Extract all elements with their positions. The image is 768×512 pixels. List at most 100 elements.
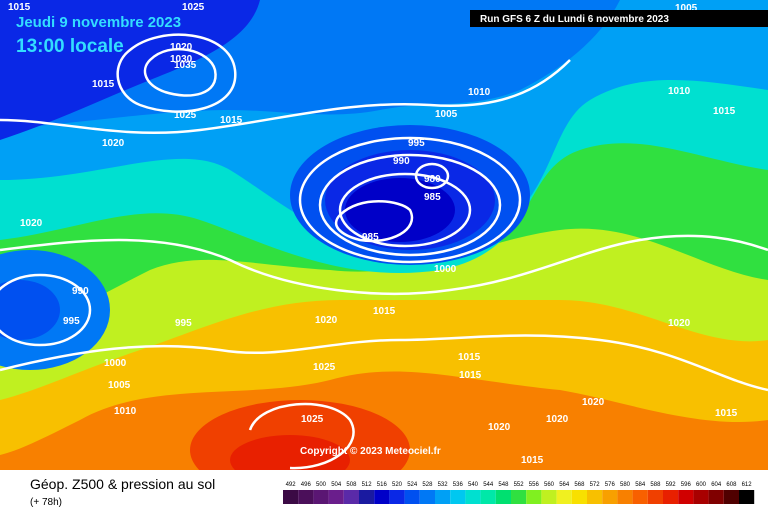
legend-swatch <box>435 490 451 504</box>
legend-swatch <box>587 490 603 504</box>
legend-swatch <box>708 490 724 504</box>
isobars <box>0 33 768 470</box>
isobar <box>248 402 355 470</box>
isobar-label: 1020 <box>170 42 193 53</box>
isobar-label: 1035 <box>174 60 197 71</box>
legend-swatch <box>283 490 299 504</box>
isobar-label: 1020 <box>582 397 605 408</box>
legend-label: 600 <box>696 482 707 488</box>
legend-label: 584 <box>635 482 646 488</box>
isobar-label: 1015 <box>459 370 482 381</box>
isobar-label: 1020 <box>315 315 338 326</box>
isobar-label: 990 <box>72 286 89 297</box>
isobar-label: 1015 <box>715 408 738 419</box>
isobar-label: 980 <box>424 174 441 185</box>
legend-swatch <box>723 490 739 504</box>
isobar-label: 1010 <box>468 87 491 98</box>
legend-label: 540 <box>468 482 479 488</box>
map-field <box>0 0 768 500</box>
legend-swatch <box>693 490 709 504</box>
legend-swatch <box>419 490 435 504</box>
isobar <box>414 162 450 190</box>
isobar <box>0 334 768 392</box>
time: 13:00 locale <box>16 36 124 57</box>
legend-swatch <box>602 490 618 504</box>
isobar-label: 1005 <box>675 3 698 14</box>
legend-label: 612 <box>742 482 753 488</box>
isobar <box>334 200 414 243</box>
legend-label: 564 <box>559 482 570 488</box>
run-info: Run GFS 6 Z du Lundi 6 novembre 2023 <box>480 14 669 25</box>
legend-swatch <box>495 490 511 504</box>
legend-label: 544 <box>483 482 494 488</box>
isobar <box>143 47 217 97</box>
legend-swatch <box>298 490 314 504</box>
color-legend: 492 496 500 504 508 512 516 520 524 528 532 536 540 5… <box>283 482 755 504</box>
isobar <box>116 33 237 113</box>
isobar-label: 1015 <box>713 106 736 117</box>
legend-swatch <box>663 490 679 504</box>
isobar-label: 1025 <box>301 414 324 425</box>
legend-swatch <box>632 490 648 504</box>
isobar-label: 1020 <box>102 138 125 149</box>
legend-label: 568 <box>574 482 585 488</box>
legend-label: 496 <box>301 482 312 488</box>
isobar-label: 1010 <box>668 86 691 97</box>
isobar-label: 1030 <box>170 54 193 65</box>
legend-label: 580 <box>620 482 631 488</box>
legend-label: 516 <box>377 482 388 488</box>
legend-swatch <box>343 490 359 504</box>
isobar-label: 1000 <box>104 358 127 369</box>
isobar-label: 1005 <box>108 380 131 391</box>
legend-swatch <box>450 490 466 504</box>
legend-label: 512 <box>362 482 373 488</box>
isobar-label: 1020 <box>20 218 43 229</box>
isobar-label: 1025 <box>182 2 205 13</box>
low-core <box>345 178 455 242</box>
legend-label: 524 <box>407 482 418 488</box>
legend-label: 572 <box>590 482 601 488</box>
isobar <box>0 234 768 295</box>
legend-label: 492 <box>286 482 297 488</box>
legend-swatch <box>313 490 329 504</box>
isobar <box>298 136 522 264</box>
isobar-label: 985 <box>362 232 379 243</box>
legend-label: 604 <box>711 482 722 488</box>
isobar <box>0 273 92 347</box>
run-box <box>470 10 768 27</box>
isobar <box>338 172 472 248</box>
legend-label: 500 <box>316 482 327 488</box>
legend-swatch <box>359 490 375 504</box>
legend-swatch <box>541 490 557 504</box>
isobar-label: 1015 <box>92 79 115 90</box>
footer-lead: (+ 78h) <box>30 497 62 508</box>
legend-swatch <box>328 490 344 504</box>
isobar-label: 1015 <box>8 2 31 13</box>
legend-swatch <box>526 490 542 504</box>
legend-label: 548 <box>498 482 509 488</box>
legend-label: 528 <box>422 482 433 488</box>
legend-label: 588 <box>650 482 661 488</box>
isobar-label: 995 <box>175 318 192 329</box>
legend-label: 576 <box>605 482 616 488</box>
legend-swatch <box>404 490 420 504</box>
isobar-label: 1025 <box>174 110 197 121</box>
legend-swatch <box>739 490 755 504</box>
isobar <box>318 153 502 257</box>
isobar-label: 1000 <box>434 264 457 275</box>
legend-label: 560 <box>544 482 555 488</box>
isobar-label: 1005 <box>435 109 458 120</box>
legend-label: 520 <box>392 482 403 488</box>
legend-label: 592 <box>666 482 677 488</box>
isobar-label: 1020 <box>668 318 691 329</box>
legend-swatch <box>480 490 496 504</box>
isobar-label: 1015 <box>373 306 396 317</box>
legend-label: 596 <box>681 482 692 488</box>
legend-label: 552 <box>514 482 525 488</box>
isobar-label: 1020 <box>546 414 569 425</box>
legend-label: 536 <box>453 482 464 488</box>
footer-title: Géop. Z500 & pression au sol <box>30 476 215 492</box>
legend-label: 508 <box>346 482 357 488</box>
isobar-label: 995 <box>408 138 425 149</box>
legend-swatch <box>465 490 481 504</box>
